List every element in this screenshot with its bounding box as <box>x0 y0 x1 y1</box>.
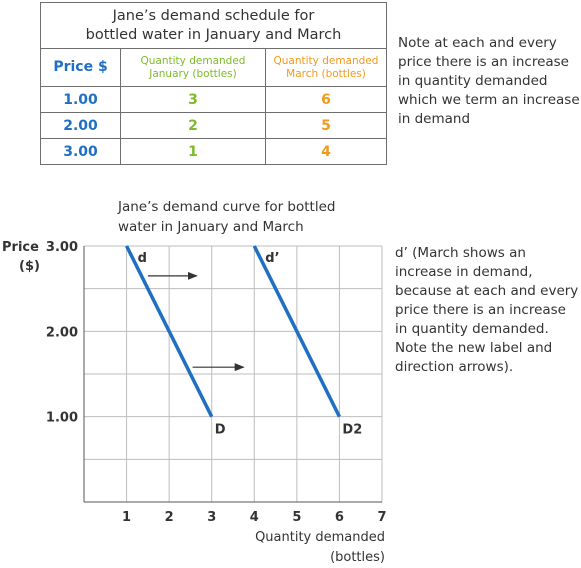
chart-title-line1: Jane’s demand curve for bottled <box>118 199 336 215</box>
schedule-title: Jane’s demand schedule for bottled water… <box>40 2 387 49</box>
schedule-title-line2: bottled water in January and March <box>85 26 342 43</box>
january-quantity-cell: 1 <box>120 138 266 165</box>
x-tick-label: 1 <box>122 510 131 525</box>
x-tick-label: 6 <box>335 510 344 525</box>
y-axis-label-line2: ($) <box>19 259 40 274</box>
march-quantity-cell: 6 <box>265 86 387 113</box>
series-top-label: d <box>138 251 147 266</box>
march-quantity-cell: 5 <box>265 112 387 139</box>
chart-title-line2: water in January and March <box>118 219 304 235</box>
y-tick-label: 3.00 <box>46 240 78 255</box>
y-tick-label: 1.00 <box>46 411 78 426</box>
x-tick-label: 4 <box>250 510 259 525</box>
demand-schedule-table: Jane’s demand schedule for bottled water… <box>40 2 387 165</box>
march-shift-note: d’ (March shows an increase in demand, b… <box>395 245 579 375</box>
march-header: Quantity demanded March (bottles) <box>265 48 387 87</box>
table-row: 1.00 3 6 <box>40 86 387 113</box>
x-tick-label: 3 <box>207 510 216 525</box>
x-axis-label-line1: Quantity demanded <box>255 530 385 545</box>
y-tick-label: 2.00 <box>46 325 78 340</box>
series-end-label: D2 <box>342 423 362 438</box>
x-tick-label: 7 <box>377 510 386 525</box>
january-header: Quantity demanded January (bottles) <box>120 48 266 87</box>
series-lines <box>125 245 341 418</box>
direction-arrows <box>147 271 245 372</box>
january-quantity-cell: 3 <box>120 86 266 113</box>
table-row: 3.00 1 4 <box>40 138 387 165</box>
increase-demand-note: Note at each and every price there is an… <box>398 35 580 127</box>
march-header-line1: Quantity demanded <box>273 54 379 67</box>
x-tick-label: 5 <box>292 510 301 525</box>
axes <box>83 246 382 503</box>
january-header-line1: Quantity demanded <box>140 54 246 67</box>
table-row: 2.00 2 5 <box>40 112 387 139</box>
price-cell: 1.00 <box>40 86 121 113</box>
grid <box>84 245 383 502</box>
x-tick-label: 2 <box>165 510 174 525</box>
chart-title: Jane’s demand curve for bottled water in… <box>118 197 378 237</box>
chart-labels: 1 2 3 4 5 6 7 1.00 2.00 3.00 Price ($) Quantity dema… <box>2 240 387 565</box>
y-axis-label-line1: Price <box>2 240 39 255</box>
march-header-line2: March (bottles) <box>286 67 366 80</box>
march-quantity-cell: 4 <box>265 138 387 165</box>
january-quantity-cell: 2 <box>120 112 266 139</box>
x-axis-label-line2: (bottles) <box>330 550 385 565</box>
schedule-title-line1: Jane’s demand schedule for <box>112 7 315 24</box>
series-end-label: D <box>215 423 226 438</box>
price-header: Price $ <box>40 48 121 87</box>
january-header-line2: January (bottles) <box>149 67 237 80</box>
series-top-label: d’ <box>265 251 279 266</box>
